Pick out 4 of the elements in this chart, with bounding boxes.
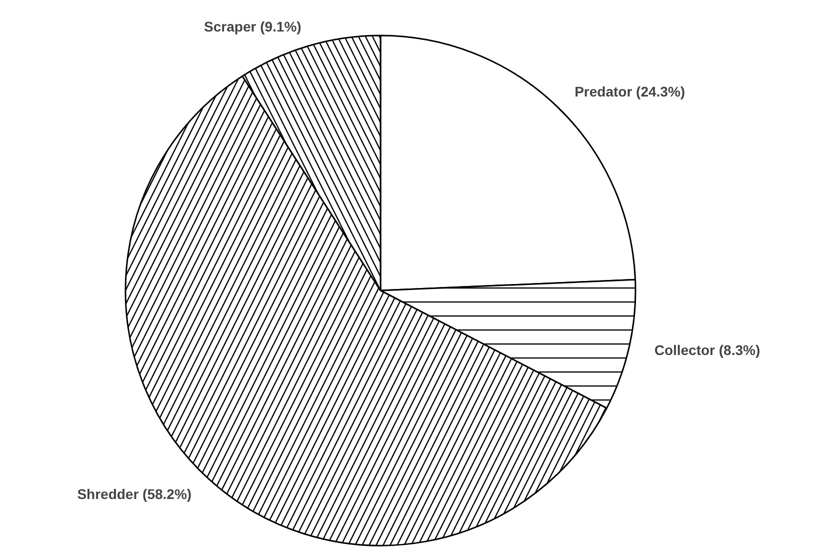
- slice-label: Collector (8.3%): [654, 342, 760, 358]
- slice-label: Scraper (9.1%): [204, 18, 302, 34]
- slice-label: Predator (24.3%): [574, 84, 686, 100]
- slice-label: Shredder (58.2%): [77, 486, 192, 502]
